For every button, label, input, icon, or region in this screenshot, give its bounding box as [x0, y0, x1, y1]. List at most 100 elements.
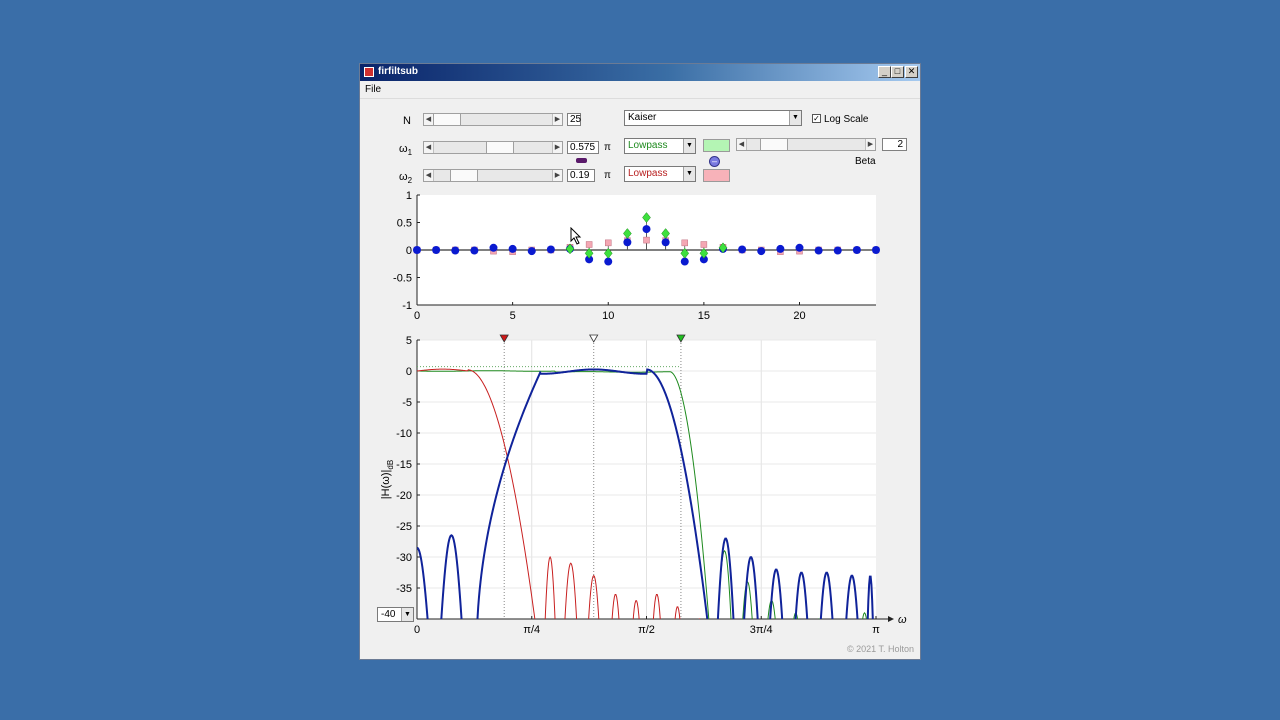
slider-thumb[interactable] — [485, 142, 514, 153]
ylim-value: -40 — [381, 609, 396, 620]
copyright: © 2021 T. Holton — [846, 644, 914, 654]
w2-value-field[interactable]: 0.19 — [567, 169, 595, 182]
x-tick-label: π — [872, 624, 880, 636]
x-tick-label: π/4 — [523, 624, 540, 636]
slider-thumb[interactable] — [450, 170, 479, 181]
series-point — [699, 255, 708, 264]
swap-filters-icon[interactable]: – — [709, 156, 720, 167]
series-point — [681, 239, 688, 247]
chevron-down-icon[interactable]: ▼ — [683, 139, 695, 153]
x-tick-label: 0 — [414, 310, 420, 322]
series-point — [643, 236, 650, 244]
w1-label: ω1 — [399, 143, 413, 158]
y-tick-label: 1 — [406, 190, 412, 202]
chevron-down-icon[interactable]: ▼ — [401, 608, 413, 621]
cutoff-marker-icon — [589, 334, 599, 343]
w1-slider[interactable]: ◀ ▶ — [423, 141, 563, 154]
chevron-down-icon[interactable]: ▼ — [789, 111, 801, 125]
w2-unit: π — [604, 170, 611, 181]
series-point — [833, 246, 842, 255]
slider-left-arrow-icon[interactable]: ◀ — [424, 142, 434, 153]
series-point — [699, 247, 709, 259]
series-point — [451, 246, 460, 255]
series-point — [680, 257, 689, 266]
series-point — [700, 241, 708, 248]
close-button[interactable]: ✕ — [905, 66, 918, 78]
y-axis-label: |H(ω)|dB — [380, 460, 395, 499]
series-point — [470, 246, 479, 255]
w1-value-field[interactable]: 0.575 — [567, 141, 599, 154]
chevron-down-icon[interactable]: ▼ — [683, 167, 695, 181]
x-axis-label: ω — [898, 614, 907, 626]
series-point — [872, 246, 880, 254]
mouse-cursor-icon — [570, 227, 582, 245]
slider-thumb[interactable] — [759, 139, 788, 150]
log-scale-checkbox[interactable]: ✓ — [812, 114, 821, 123]
cutoff-marker-icon — [676, 334, 686, 343]
y-tick-label: -15 — [396, 459, 412, 471]
window-title: firfiltsub — [378, 66, 418, 77]
y-tick-label: 0 — [406, 366, 412, 378]
title-bar[interactable]: firfiltsub _ □ ✕ — [360, 64, 920, 81]
filter1-color-swatch[interactable] — [703, 139, 730, 152]
filter2-type-select[interactable]: Lowpass ▼ — [624, 166, 696, 182]
slider-right-arrow-icon[interactable]: ▶ — [865, 139, 875, 150]
y-tick-label: -25 — [396, 521, 412, 533]
filter1-type-select[interactable]: Lowpass ▼ — [624, 138, 696, 154]
slider-right-arrow-icon[interactable]: ▶ — [552, 170, 562, 181]
w2-label: ω2 — [399, 171, 413, 186]
series-point — [623, 228, 632, 239]
maximize-button[interactable]: □ — [891, 66, 904, 78]
x-axis-arrow-icon — [888, 616, 894, 622]
series-point — [852, 246, 861, 254]
impulse-response-chart: 10.50-0.5-10 5 10 15 20 — [393, 190, 880, 322]
series-point — [642, 225, 651, 234]
x-tick-label: 20 — [793, 310, 805, 322]
y-tick-label: -5 — [402, 397, 412, 409]
slider-right-arrow-icon[interactable]: ▶ — [552, 142, 562, 153]
slider-left-arrow-icon[interactable]: ◀ — [424, 170, 434, 181]
y-tick-label: 0.5 — [397, 218, 412, 230]
beta-slider[interactable]: ◀ ▶ — [736, 138, 876, 151]
link-w-icon[interactable] — [576, 158, 587, 163]
series-point — [718, 242, 728, 254]
y-tick-label: 5 — [406, 335, 412, 347]
n-value-field[interactable]: 25 — [567, 113, 581, 126]
ylim-select[interactable]: -40 ▼ — [377, 607, 414, 622]
series-point — [508, 244, 517, 253]
w2-slider[interactable]: ◀ ▶ — [423, 169, 563, 182]
n-slider[interactable]: ◀ ▶ — [423, 113, 563, 126]
series-line-lowpass-w2 — [417, 368, 700, 619]
y-tick-label: -35 — [396, 583, 412, 595]
series-point — [585, 241, 593, 248]
y-tick-label: -0.5 — [393, 273, 412, 285]
slider-right-arrow-icon[interactable]: ▶ — [552, 114, 562, 125]
app-icon — [364, 67, 374, 77]
menu-file[interactable]: File — [365, 84, 382, 95]
y-tick-label: 0 — [406, 245, 412, 257]
charts-canvas: 10.50-0.5-10 5 10 15 20 50-5-10-15-20-25-30-… — [380, 190, 907, 636]
y-tick-label: -1 — [402, 300, 412, 312]
series-point — [546, 245, 555, 254]
series-point — [814, 246, 823, 255]
beta-label: Beta — [855, 156, 876, 167]
series-point — [680, 247, 690, 259]
beta-value-field[interactable]: 2 — [882, 138, 907, 151]
minimize-button[interactable]: _ — [878, 66, 891, 78]
window-type-select[interactable]: Kaiser ▼ — [624, 110, 802, 126]
series-point — [489, 243, 498, 252]
x-tick-label: π/2 — [638, 624, 655, 636]
y-tick-label: -10 — [396, 428, 412, 440]
series-point — [661, 238, 670, 247]
series-point — [603, 247, 613, 259]
app-window: firfiltsub _ □ ✕ File N ◀ ▶ 25 Kaiser ▼ … — [359, 63, 921, 660]
series-point — [661, 228, 670, 239]
n-label: N — [403, 115, 411, 127]
slider-left-arrow-icon[interactable]: ◀ — [737, 139, 747, 150]
x-tick-label: 3π/4 — [750, 624, 773, 636]
filter2-color-swatch[interactable] — [703, 169, 730, 182]
series-point — [605, 239, 612, 247]
series-point — [776, 244, 785, 253]
slider-thumb[interactable] — [433, 114, 461, 125]
series-point — [527, 247, 536, 256]
